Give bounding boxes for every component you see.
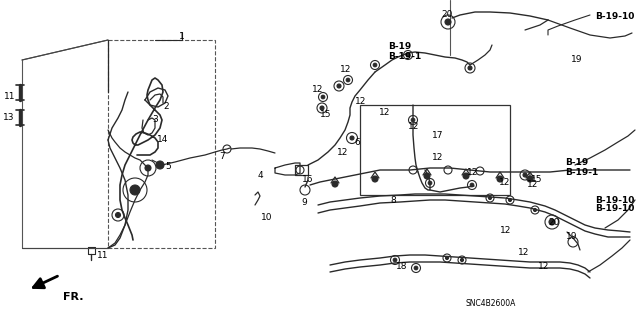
Text: 11: 11 xyxy=(3,92,15,101)
Circle shape xyxy=(320,106,324,110)
Text: 12: 12 xyxy=(518,248,529,257)
Text: 20: 20 xyxy=(442,10,452,19)
Text: 12: 12 xyxy=(312,85,323,94)
Text: 12: 12 xyxy=(408,122,419,131)
Text: 4: 4 xyxy=(258,171,264,180)
Circle shape xyxy=(350,136,354,140)
Text: 2: 2 xyxy=(163,102,168,111)
Text: 9: 9 xyxy=(301,198,307,207)
Circle shape xyxy=(406,53,410,57)
Text: B-19
B-19-1: B-19 B-19-1 xyxy=(388,42,421,61)
Text: 12: 12 xyxy=(379,108,390,117)
Text: 19: 19 xyxy=(571,55,582,64)
Text: 17: 17 xyxy=(432,131,444,140)
Text: 19: 19 xyxy=(566,232,577,241)
Text: 12: 12 xyxy=(432,153,444,162)
Text: 20: 20 xyxy=(548,218,560,227)
Text: 15: 15 xyxy=(531,175,543,184)
Circle shape xyxy=(332,181,338,187)
Circle shape xyxy=(445,19,451,25)
Text: 13: 13 xyxy=(3,113,14,122)
Circle shape xyxy=(393,258,397,262)
Circle shape xyxy=(373,63,377,67)
Circle shape xyxy=(115,212,120,218)
Text: B-19-10: B-19-10 xyxy=(595,12,634,21)
Text: 12: 12 xyxy=(340,65,351,74)
Text: 6: 6 xyxy=(354,138,360,147)
Text: 12: 12 xyxy=(355,97,366,106)
Circle shape xyxy=(414,266,418,270)
Circle shape xyxy=(509,198,511,202)
Bar xyxy=(108,40,215,248)
Text: 10: 10 xyxy=(261,213,273,222)
Text: B-19
B-19-1: B-19 B-19-1 xyxy=(565,158,598,177)
Text: FR.: FR. xyxy=(63,292,83,302)
Circle shape xyxy=(463,173,469,179)
Text: 1: 1 xyxy=(179,32,185,41)
Text: 8: 8 xyxy=(390,196,396,205)
Text: 7: 7 xyxy=(219,152,225,161)
Circle shape xyxy=(461,258,463,262)
Text: 11: 11 xyxy=(97,251,109,260)
Text: 5: 5 xyxy=(165,162,171,171)
Text: 16: 16 xyxy=(302,175,314,184)
Bar xyxy=(360,105,510,195)
Circle shape xyxy=(337,84,341,88)
Text: 15: 15 xyxy=(320,110,332,119)
Circle shape xyxy=(372,176,378,182)
Circle shape xyxy=(497,176,503,182)
Circle shape xyxy=(156,161,164,169)
Circle shape xyxy=(468,66,472,70)
Text: 12: 12 xyxy=(499,178,510,187)
Circle shape xyxy=(424,173,430,179)
Circle shape xyxy=(527,176,533,182)
Circle shape xyxy=(470,183,474,187)
Circle shape xyxy=(321,95,325,99)
Circle shape xyxy=(488,197,492,199)
Text: 12: 12 xyxy=(337,148,348,157)
Text: 18: 18 xyxy=(396,262,408,271)
Text: B-19-10: B-19-10 xyxy=(595,204,634,213)
Text: 12: 12 xyxy=(467,168,478,177)
Circle shape xyxy=(346,78,350,82)
Circle shape xyxy=(534,209,536,211)
Circle shape xyxy=(523,173,527,177)
Text: B-19-10: B-19-10 xyxy=(595,196,634,205)
Circle shape xyxy=(145,165,151,171)
Circle shape xyxy=(412,118,415,122)
Text: 12: 12 xyxy=(538,262,549,271)
Text: 12: 12 xyxy=(500,226,511,235)
Text: SNC4B2600A: SNC4B2600A xyxy=(465,299,515,308)
Text: 12: 12 xyxy=(527,180,538,189)
Circle shape xyxy=(428,181,432,185)
Text: 14: 14 xyxy=(157,135,168,144)
Text: 3: 3 xyxy=(152,115,157,124)
Circle shape xyxy=(549,219,555,225)
Circle shape xyxy=(130,185,140,195)
Circle shape xyxy=(445,256,449,259)
